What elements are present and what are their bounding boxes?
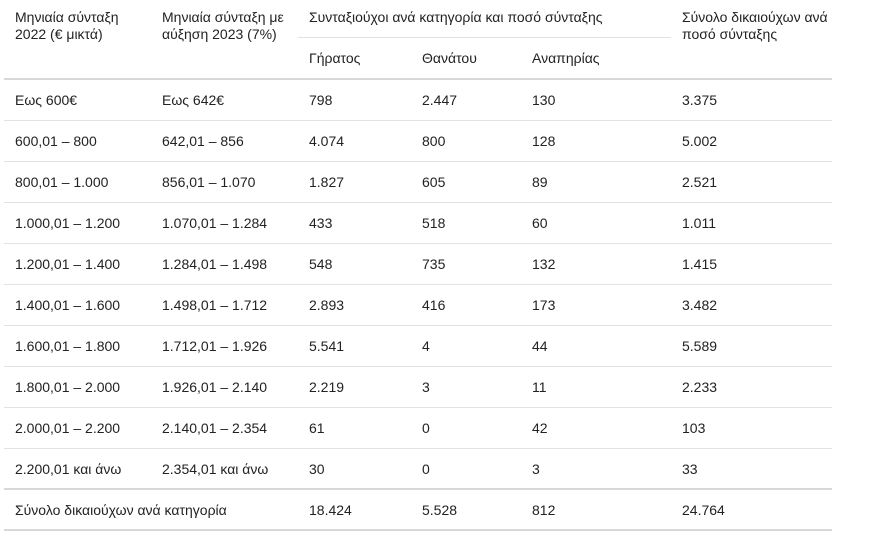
cell-pension-2022: 2.200,01 και άνω	[4, 448, 151, 490]
header-pension-2023: Μηνιαία σύνταξη με αύξηση 2023 (7%)	[162, 9, 284, 42]
cell-old-age: 2.219	[298, 366, 411, 408]
cell-total: 33	[671, 448, 832, 490]
cell-disability: 3	[521, 448, 671, 490]
header-death: Θανάτου	[422, 50, 477, 66]
cell-total: 1.011	[671, 202, 832, 244]
table-row: 2.200,01 και άνω 2.354,01 και άνω 30 0 3 33	[4, 448, 832, 490]
total-death: 5.528	[411, 489, 521, 531]
cell-pension-2023: 856,01 – 1.070	[151, 161, 298, 203]
table-row: 2.000,01 – 2.200 2.140,01 – 2.354 61 0 42 103	[4, 407, 832, 449]
table-row: Εως 600€ Εως 642€ 798 2.447 130 3.375	[4, 79, 832, 121]
cell-old-age: 4.074	[298, 120, 411, 162]
cell-death: 605	[411, 161, 521, 203]
table-row: 1.400,01 – 1.600 1.498,01 – 1.712 2.893 416…	[4, 284, 832, 326]
cell-pension-2022: 2.000,01 – 2.200	[4, 407, 151, 449]
cell-disability: 128	[521, 120, 671, 162]
cell-total: 3.375	[671, 79, 832, 121]
cell-old-age: 798	[298, 79, 411, 121]
cell-total: 2.233	[671, 366, 832, 408]
cell-pension-2023: Εως 642€	[151, 79, 298, 121]
cell-old-age: 5.541	[298, 325, 411, 367]
header-disability: Αναπηρίας	[532, 50, 600, 66]
cell-total: 103	[671, 407, 832, 449]
cell-old-age: 548	[298, 243, 411, 285]
cell-pension-2023: 1.284,01 – 1.498	[151, 243, 298, 285]
cell-disability: 42	[521, 407, 671, 449]
cell-pension-2022: 600,01 – 800	[4, 120, 151, 162]
total-all: 24.764	[671, 489, 832, 531]
cell-old-age: 2.893	[298, 284, 411, 326]
table-row: 1.000,01 – 1.200 1.070,01 – 1.284 433 518 60…	[4, 202, 832, 244]
total-disability: 812	[521, 489, 671, 531]
cell-pension-2023: 642,01 – 856	[151, 120, 298, 162]
total-old-age: 18.424	[298, 489, 411, 531]
cell-death: 800	[411, 120, 521, 162]
cell-death: 0	[411, 448, 521, 490]
cell-pension-2022: 1.400,01 – 1.600	[4, 284, 151, 326]
table-footer: Σύνολο δικαιούχων ανά κατηγορία 18.424 5…	[4, 489, 832, 531]
pension-table: Μηνιαία σύνταξη 2022 (€ μικτά) Μηνιαία σ…	[4, 0, 832, 531]
table-body: Εως 600€ Εως 642€ 798 2.447 130 3.375 600,01 –…	[4, 79, 832, 490]
table-header: Μηνιαία σύνταξη 2022 (€ μικτά) Μηνιαία σ…	[4, 0, 832, 79]
table-row: 1.600,01 – 1.800 1.712,01 – 1.926 5.541 4 44…	[4, 325, 832, 367]
totals-row: Σύνολο δικαιούχων ανά κατηγορία 18.424 5…	[4, 489, 832, 531]
cell-old-age: 61	[298, 407, 411, 449]
cell-disability: 89	[521, 161, 671, 203]
pension-table-container: Μηνιαία σύνταξη 2022 (€ μικτά) Μηνιαία σ…	[4, 0, 832, 531]
cell-total: 3.482	[671, 284, 832, 326]
table-row: 800,01 – 1.000 856,01 – 1.070 1.827 605 89 2.…	[4, 161, 832, 203]
cell-pension-2023: 2.354,01 και άνω	[151, 448, 298, 490]
header-category-group: Συνταξιούχοι ανά κατηγορία και ποσό σύντ…	[298, 0, 671, 38]
cell-old-age: 1.827	[298, 161, 411, 203]
cell-disability: 132	[521, 243, 671, 285]
cell-pension-2023: 1.926,01 – 2.140	[151, 366, 298, 408]
cell-death: 3	[411, 366, 521, 408]
cell-pension-2023: 1.712,01 – 1.926	[151, 325, 298, 367]
cell-pension-2022: 1.000,01 – 1.200	[4, 202, 151, 244]
cell-pension-2022: 1.800,01 – 2.000	[4, 366, 151, 408]
cell-death: 4	[411, 325, 521, 367]
cell-disability: 11	[521, 366, 671, 408]
cell-pension-2022: Εως 600€	[4, 79, 151, 121]
header-pension-2022: Μηνιαία σύνταξη 2022 (€ μικτά)	[15, 9, 119, 42]
cell-disability: 60	[521, 202, 671, 244]
cell-pension-2022: 1.200,01 – 1.400	[4, 243, 151, 285]
cell-total: 1.415	[671, 243, 832, 285]
cell-disability: 44	[521, 325, 671, 367]
table-row: 1.200,01 – 1.400 1.284,01 – 1.498 548 735 13…	[4, 243, 832, 285]
cell-pension-2022: 800,01 – 1.000	[4, 161, 151, 203]
cell-death: 2.447	[411, 79, 521, 121]
cell-pension-2023: 1.498,01 – 1.712	[151, 284, 298, 326]
cell-death: 735	[411, 243, 521, 285]
cell-pension-2023: 1.070,01 – 1.284	[151, 202, 298, 244]
totals-label: Σύνολο δικαιούχων ανά κατηγορία	[4, 489, 298, 531]
cell-death: 518	[411, 202, 521, 244]
cell-death: 0	[411, 407, 521, 449]
header-total-beneficiaries: Σύνολο δικαιούχων ανά ποσό σύνταξης	[682, 9, 828, 42]
cell-death: 416	[411, 284, 521, 326]
cell-old-age: 433	[298, 202, 411, 244]
cell-pension-2022: 1.600,01 – 1.800	[4, 325, 151, 367]
cell-total: 5.589	[671, 325, 832, 367]
cell-total: 5.002	[671, 120, 832, 162]
table-row: 1.800,01 – 2.000 1.926,01 – 2.140 2.219 3 11…	[4, 366, 832, 408]
table-row: 600,01 – 800 642,01 – 856 4.074 800 128 5.002	[4, 120, 832, 162]
cell-total: 2.521	[671, 161, 832, 203]
cell-disability: 130	[521, 79, 671, 121]
header-old-age: Γήρατος	[309, 50, 361, 66]
header-category-group-label: Συνταξιούχοι ανά κατηγορία και ποσό σύντ…	[298, 9, 671, 38]
cell-disability: 173	[521, 284, 671, 326]
cell-old-age: 30	[298, 448, 411, 490]
cell-pension-2023: 2.140,01 – 2.354	[151, 407, 298, 449]
